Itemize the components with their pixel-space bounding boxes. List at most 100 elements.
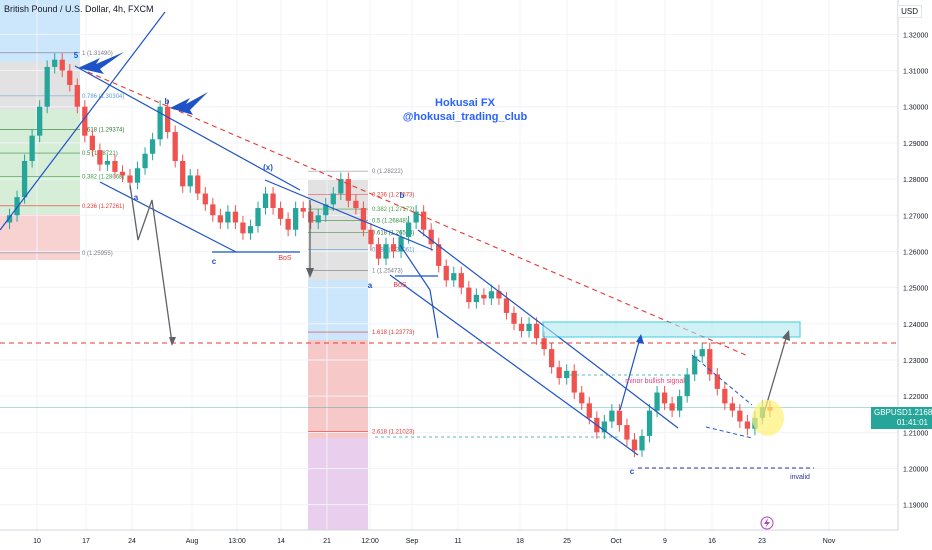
resistance-trendline xyxy=(87,71,749,357)
candle-body xyxy=(737,410,743,422)
fib-right-label: 0 (1.28222) xyxy=(372,169,403,175)
highlight-purple-box xyxy=(308,438,368,530)
candle-body xyxy=(240,222,246,234)
candle-body xyxy=(285,218,291,230)
wave-label: c xyxy=(212,257,217,266)
candle-body xyxy=(661,392,668,404)
candle-body xyxy=(556,367,562,379)
candle-body xyxy=(262,193,269,209)
candle-body xyxy=(669,403,675,411)
wave-label: c xyxy=(630,467,635,476)
candle-body xyxy=(6,215,13,223)
channel-line xyxy=(264,179,434,251)
candle-body xyxy=(74,85,80,107)
time-axis-label: Sep xyxy=(406,538,419,545)
candle-body xyxy=(104,160,111,165)
invalid-label: invalid xyxy=(790,474,810,481)
price-axis-label: 1.25000 xyxy=(903,286,928,293)
candle-body xyxy=(549,349,555,368)
candle-body xyxy=(180,160,186,187)
candle-body xyxy=(428,229,434,245)
time-axis-label: 25 xyxy=(563,538,571,545)
candle-body xyxy=(29,135,35,161)
price-axis-label: 1.31000 xyxy=(903,69,928,76)
fib-left-label: 0.382 (1.28068) xyxy=(82,175,124,181)
candle-body xyxy=(255,208,261,227)
candle-body xyxy=(247,226,254,234)
price-axis-label: 1.30000 xyxy=(903,105,928,112)
candle-body xyxy=(21,160,28,198)
highlight-blue-box xyxy=(308,280,368,340)
time-axis-label: Aug xyxy=(186,538,199,545)
candle-body xyxy=(127,175,133,183)
bos-label: BoS xyxy=(278,255,292,262)
candle-body xyxy=(232,211,239,223)
symbol-title[interactable]: British Pound / U.S. Dollar, 4h, FXCM xyxy=(4,4,154,14)
wedge-lower xyxy=(705,426,753,439)
time-axis-label: Nov xyxy=(823,538,836,545)
candle-body xyxy=(59,59,65,71)
candle-body xyxy=(360,208,367,230)
fib-right-label: 1.618 (1.23773) xyxy=(372,330,414,336)
time-axis-label: 17 xyxy=(82,538,90,545)
wave-label: (x) xyxy=(263,163,273,172)
candle-body xyxy=(699,349,705,357)
price-axis-label: 1.23000 xyxy=(903,358,928,365)
candle-body xyxy=(533,323,540,339)
price-tag-price: 1.21685 xyxy=(907,408,932,417)
wave-path-center xyxy=(399,244,439,339)
candle-body xyxy=(436,244,442,266)
candle-body xyxy=(616,410,623,426)
candle-body xyxy=(458,273,464,288)
candle-body xyxy=(225,211,231,223)
time-axis-label: 9 xyxy=(663,538,667,545)
candle-body xyxy=(217,215,223,223)
candle-body xyxy=(165,106,171,133)
price-tag-symbol: GBPUSD xyxy=(874,408,908,417)
fib-left-label: 0.618 (1.29374) xyxy=(82,128,124,134)
candle-body xyxy=(692,356,698,375)
currency-label[interactable]: USD xyxy=(897,5,922,18)
fib-left-label: 0.236 (1.27261) xyxy=(82,204,124,210)
candle-body xyxy=(481,294,487,299)
fib-right-label: 1 (1.25473) xyxy=(372,269,403,275)
candle-body xyxy=(119,171,126,176)
candle-body xyxy=(526,323,532,332)
candle-body xyxy=(405,222,412,237)
candle-body xyxy=(571,370,577,393)
candle-body xyxy=(639,435,645,451)
time-axis-label: 18 xyxy=(516,538,524,545)
candle-body xyxy=(89,135,95,151)
candle-body xyxy=(270,193,276,209)
candle-body xyxy=(601,421,607,433)
price-axis-label: 1.24000 xyxy=(903,322,928,329)
wave-label: a xyxy=(134,193,139,202)
candle-body xyxy=(149,139,156,154)
supply-zone-box xyxy=(542,321,801,338)
watermark-brand: Hokusai FX xyxy=(435,97,495,109)
arrowhead xyxy=(782,330,790,341)
wave-pointer-arrow xyxy=(78,52,124,74)
candle-body xyxy=(496,291,502,299)
candle-body xyxy=(451,273,457,281)
candle-body xyxy=(684,374,690,397)
candle-body xyxy=(368,229,374,245)
candle-body xyxy=(37,106,43,136)
channel-line xyxy=(389,274,639,456)
fib-left-label: 1 (1.31490) xyxy=(82,51,113,57)
candle-body xyxy=(488,291,495,299)
candle-body xyxy=(308,211,314,223)
bos-label: BoS xyxy=(393,282,407,289)
fib-right-label: 0.382 (1.27172) xyxy=(372,207,414,213)
candle-body xyxy=(646,410,653,436)
price-axis-label: 1.22000 xyxy=(903,394,928,401)
candle-body xyxy=(353,200,359,209)
fib-right-label: 0.236 (1.27573) xyxy=(372,193,414,199)
price-axis-label: 1.26000 xyxy=(903,249,928,256)
candle-body xyxy=(345,179,351,201)
candle-body xyxy=(390,244,397,252)
price-axis-label: 1.20000 xyxy=(903,466,928,473)
price-axis-label: 1.21000 xyxy=(903,430,928,437)
candle-body xyxy=(383,244,389,259)
